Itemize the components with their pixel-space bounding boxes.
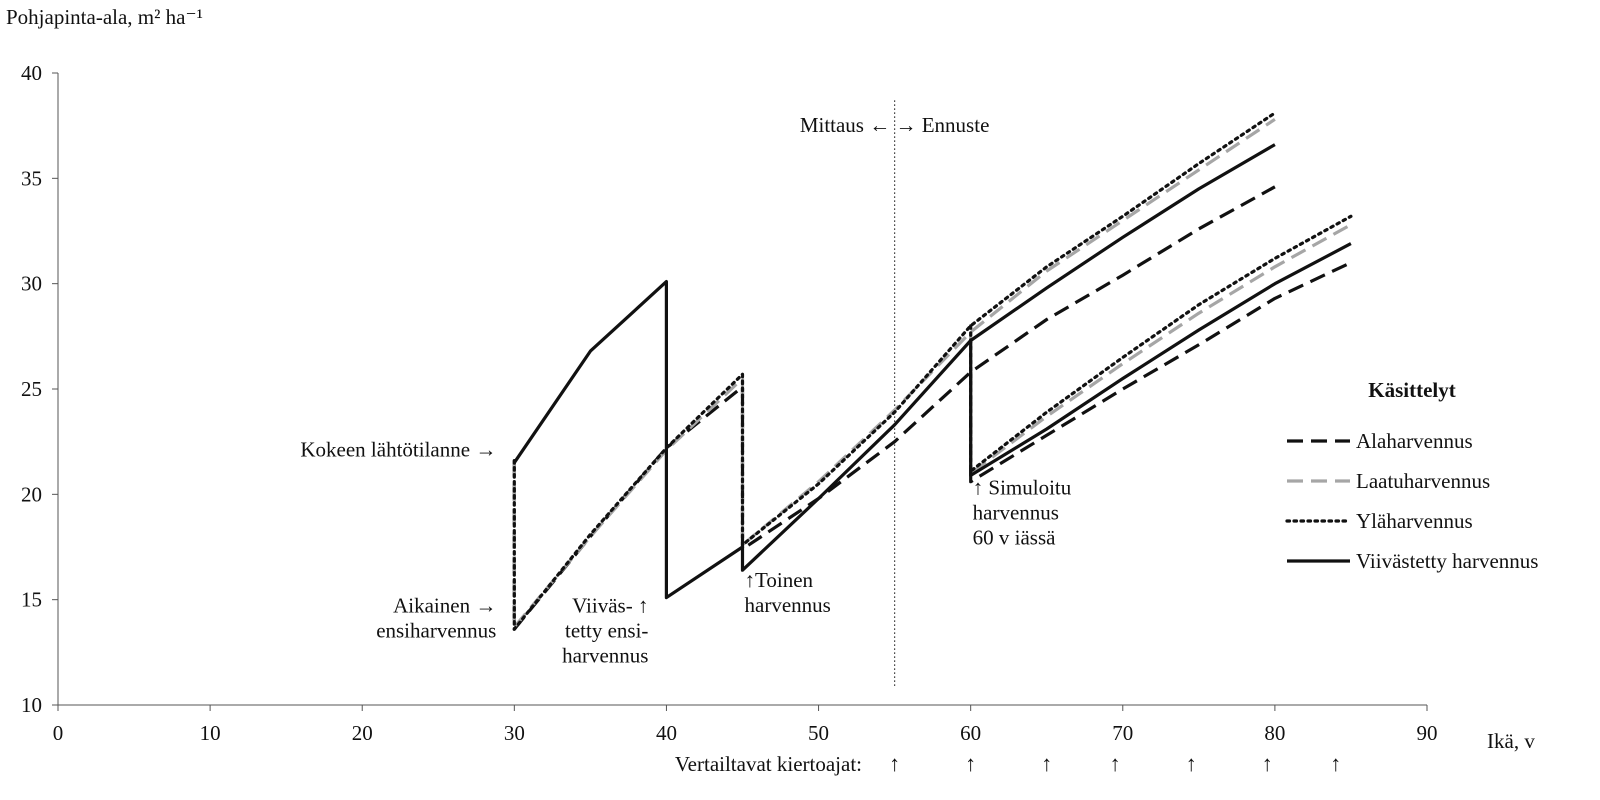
series-line-segment (969, 242, 1352, 477)
annotation-line: Aikainen → (393, 593, 496, 617)
annotation: Viiväs- ↑ tetty ensi-harvennus (562, 593, 648, 667)
rotation-arrow: ↑ (965, 751, 976, 776)
x-tick-label: 0 (53, 721, 64, 745)
legend: Käsittelyt Alaharvennus Laatuharvennus Yläh… (1285, 378, 1538, 573)
x-tick-label: 90 (1417, 721, 1438, 745)
annotation: Aikainen → ensiharvennus (376, 593, 496, 642)
x-tick-label: 20 (352, 721, 373, 745)
x-tick-label: 10 (200, 721, 221, 745)
series-line-segment (969, 223, 1352, 475)
series-line-segment (969, 261, 1352, 484)
divider-label: Mittaus ← → Ennuste (800, 113, 990, 137)
rotation-arrow: ↑ (1041, 751, 1052, 776)
annotation-line: Viiväs- ↑ (572, 593, 648, 617)
annotation-line: harvennus (745, 593, 831, 617)
y-axis-label: Pohjapinta-ala, m² ha⁻¹ (6, 5, 203, 29)
series-viiv-stetty-harvennus (512, 143, 1352, 600)
series-alaharvennus (512, 185, 1352, 631)
axes: 10 15 20 25 30 35 40 0 10 20 30 40 50 60 70 80 90 Mittaus… (21, 61, 1438, 745)
annotation: Kokeen lähtötilanne → (300, 437, 496, 461)
annotation-line: ensiharvennus (376, 618, 496, 642)
y-tick-label: 20 (21, 482, 42, 506)
series-line-segment (512, 117, 1276, 629)
annotation-line: ↑Toinen (745, 568, 814, 592)
series-layer (512, 111, 1353, 631)
annotation-line: ↑ Simuloitu (973, 475, 1072, 499)
rotation-arrow: ↑ (1186, 751, 1197, 776)
x-tick-label: 80 (1264, 721, 1285, 745)
rotation-arrow: ↑ (1262, 751, 1273, 776)
annotation: ↑Toinen harvennus (745, 568, 831, 617)
annotation-line: harvennus (562, 643, 648, 667)
legend-label: Alaharvennus (1356, 429, 1473, 453)
x-tick-label: 50 (808, 721, 829, 745)
series-laatuharvennus (512, 117, 1352, 629)
annotation-line: tetty ensi- (565, 618, 648, 642)
y-tick-label: 35 (21, 166, 42, 190)
y-tick-label: 10 (21, 693, 42, 717)
legend-label: Yläharvennus (1356, 509, 1473, 533)
x-tick-label: 30 (504, 721, 525, 745)
y-tick-label: 25 (21, 377, 42, 401)
rotation-arrow: ↑ (1110, 751, 1121, 776)
series-yl-harvennus (512, 111, 1353, 631)
y-tick-label: 30 (21, 272, 42, 296)
legend-label: Laatuharvennus (1356, 469, 1490, 493)
x-tick-label: 40 (656, 721, 677, 745)
y-tick-label: 15 (21, 588, 42, 612)
series-line-segment (512, 111, 1277, 631)
rotation-label: Vertailtavat kiertoajat: (675, 752, 862, 776)
x-tick-label: 60 (960, 721, 981, 745)
rotation-arrow: ↑ (889, 751, 900, 776)
annotation-line: 60 v iässä (973, 525, 1057, 549)
annotation: ↑ Simuloitu harvennus 60 v iässä (973, 475, 1072, 549)
legend-label: Viivästetty harvennus (1356, 549, 1538, 573)
annotation-layer: Kokeen lähtötilanne → Aikainen → ensiharve… (300, 437, 1341, 776)
annotation-line: Kokeen lähtötilanne → (300, 437, 496, 461)
legend-title: Käsittelyt (1368, 378, 1455, 402)
rotation-arrow: ↑ (1330, 751, 1341, 776)
y-tick-label: 40 (21, 61, 42, 85)
x-axis-label: Ikä, v (1487, 729, 1535, 753)
x-tick-label: 70 (1112, 721, 1133, 745)
series-line-segment (512, 143, 1276, 600)
annotation-line: harvennus (973, 500, 1059, 524)
